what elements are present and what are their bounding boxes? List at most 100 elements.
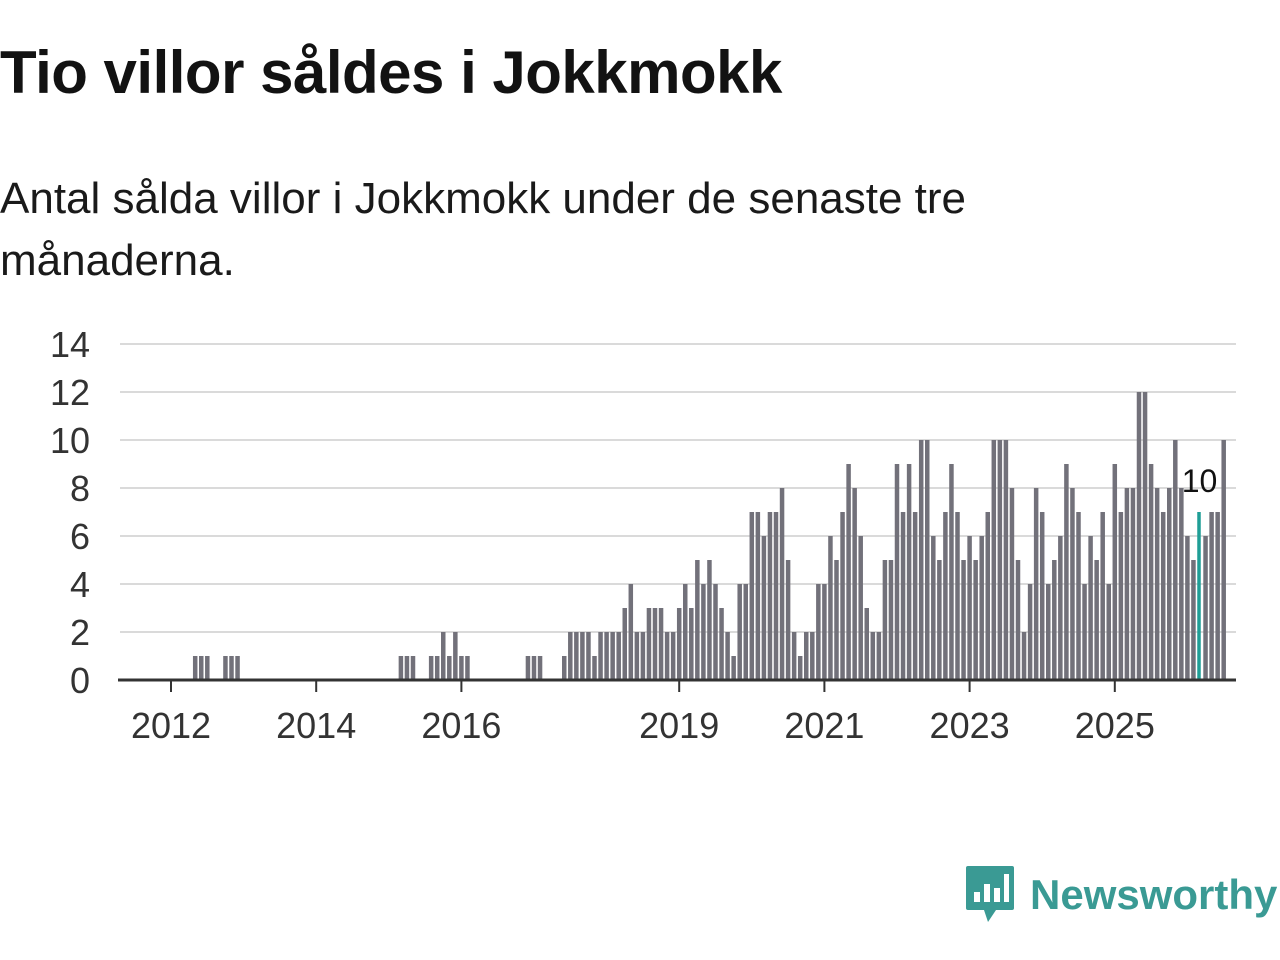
chart-title: Tio villor såldes i Jokkmokk [0,39,782,106]
bar [646,608,652,680]
bar [870,632,876,680]
bar [695,560,700,680]
bar [894,464,900,680]
bar [205,656,210,680]
bar [531,656,537,680]
bar [713,584,718,680]
bar [1179,488,1184,680]
y-tick-label: 6 [70,516,90,557]
bar [616,632,621,680]
bar [967,536,972,680]
bar [888,560,894,680]
y-tick-label: 0 [70,660,90,701]
x-tick-label: 2023 [930,705,1010,746]
bar [1046,584,1051,680]
bar [900,512,906,680]
bar [804,632,809,680]
bar [1015,560,1021,680]
bar [1173,440,1178,680]
bar [428,656,434,680]
bar [1112,464,1118,680]
bar [592,656,597,680]
bar-chart: 0 2 4 6 8 10 12 14 2012 2014 2016 2019 2021 2023 2025… [50,324,1236,746]
bar [1021,632,1027,680]
bar [1221,440,1226,680]
bar [525,656,531,680]
bar [767,512,773,680]
bar [828,536,833,680]
newsworthy-logo-icon [966,866,1014,922]
bar [223,656,228,680]
bar [1209,512,1214,680]
bar [192,656,198,680]
bar [652,608,658,680]
bar [822,584,827,680]
bar [1039,512,1045,680]
latest-value-label: 10 [1182,463,1218,499]
bar [568,632,573,680]
bar [743,584,748,680]
bar [731,656,736,680]
bar [876,632,882,680]
y-tick-label: 14 [50,324,90,365]
bar [465,656,470,680]
bar [773,512,779,680]
bar [640,632,646,680]
bar [1215,512,1220,680]
y-tick-label: 12 [50,372,90,413]
bar [1203,536,1208,680]
y-tick-label: 2 [70,612,90,653]
bar [918,440,924,680]
brand-name: Newsworthy [1030,871,1278,918]
bar [229,656,234,680]
x-tick-label: 2016 [421,705,501,746]
bar [459,656,464,680]
bar [1058,536,1063,680]
y-tick-label: 10 [50,420,90,461]
bar [925,440,930,680]
bar [441,632,446,680]
bar [676,608,682,680]
bar [199,656,204,680]
bar [961,560,966,680]
bar [1082,584,1087,680]
bar [447,656,452,680]
bar [1148,464,1154,680]
bar [1154,488,1160,680]
bar [1003,440,1009,680]
bar [931,536,936,680]
bar [1106,584,1111,680]
bar [574,632,579,680]
bar [701,584,706,680]
chart-subtitle: Antal sålda villor i Jokkmokk under de s… [0,174,967,285]
bar [797,656,803,680]
bar [810,632,815,680]
bar [683,584,688,680]
bar [1009,488,1015,680]
bar [973,560,978,680]
x-tick-label: 2014 [276,705,356,746]
bar [1027,584,1033,680]
bar [404,656,410,680]
bar [949,464,954,680]
bar [410,656,416,680]
bar [737,584,742,680]
bar [562,656,567,680]
bar [943,512,948,680]
bar [755,512,761,680]
bar [846,464,851,680]
bar [991,440,997,680]
bar [1130,488,1136,680]
bar [997,440,1003,680]
x-tick-label: 2025 [1075,705,1155,746]
bar [235,656,240,680]
bar [937,560,942,680]
bar [1033,488,1039,680]
bars [192,392,1226,680]
grid-lines [120,343,1236,633]
bar [398,656,404,680]
bar [628,584,634,680]
bar [1094,560,1099,680]
bar [779,488,785,680]
bar [979,536,984,680]
